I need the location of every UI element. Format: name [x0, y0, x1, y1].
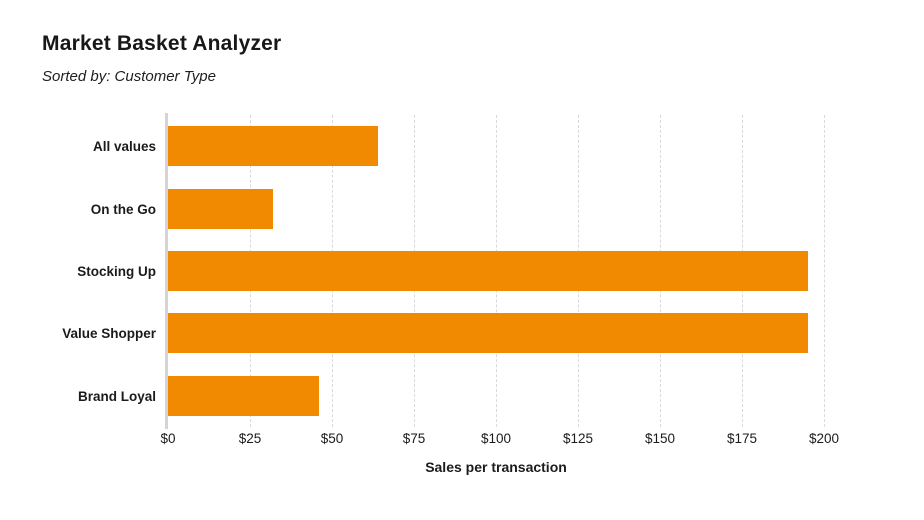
x-axis-title: Sales per transaction	[425, 459, 567, 475]
category-label: Stocking Up	[77, 264, 156, 279]
category-label: On the Go	[90, 201, 156, 217]
plot-area	[168, 115, 825, 427]
x-tick-label: $75	[402, 431, 426, 446]
x-tick-label: $125	[562, 431, 594, 446]
x-tick-label: $0	[160, 431, 176, 446]
x-tick-label: $150	[644, 431, 676, 446]
x-tick-label: $175	[726, 431, 758, 446]
bar-value-shopper[interactable]	[168, 313, 808, 354]
category-label: All values	[92, 139, 156, 155]
bar-on-the-go[interactable]	[168, 188, 273, 229]
bar-brand-loyal[interactable]	[168, 375, 319, 416]
bar-all-values[interactable]	[168, 126, 378, 167]
gridline	[824, 115, 825, 427]
chart-title: Market Basket Analyzer	[42, 32, 282, 55]
x-tick-label: $25	[238, 431, 262, 446]
category-label: Brand Loyal	[77, 388, 156, 404]
category-label: Value Shopper	[62, 326, 156, 342]
y-axis-line	[165, 113, 168, 429]
x-tick-label: $100	[480, 431, 512, 446]
chart-subtitle: Sorted by: Customer Type	[42, 68, 216, 85]
bar-stocking-up[interactable]	[168, 251, 808, 291]
x-tick-label: $50	[320, 431, 344, 446]
x-tick-label: $200	[808, 431, 840, 446]
